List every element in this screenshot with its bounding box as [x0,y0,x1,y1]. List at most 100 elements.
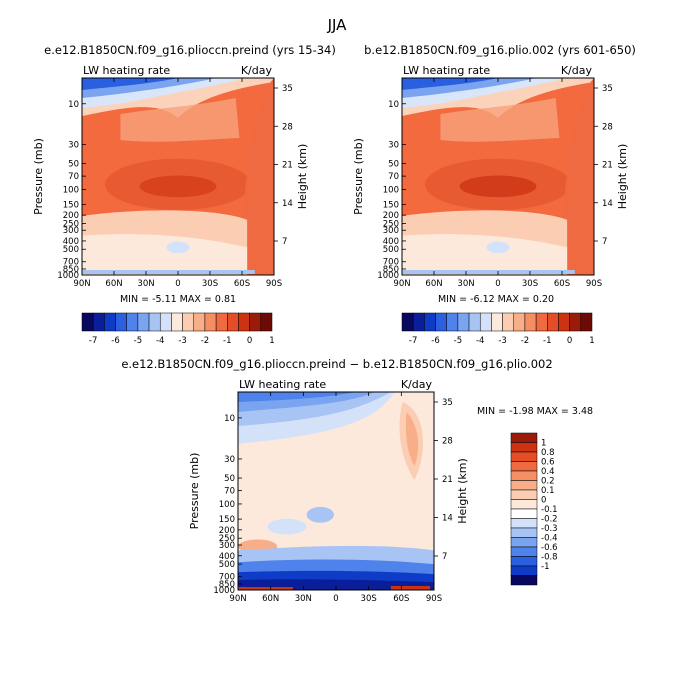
colorbar-swatch [513,312,526,332]
colorbar-swatch [569,312,582,332]
x-tick-label: 90S [266,279,282,289]
colorbar-swatch [479,312,492,332]
colorbar-tick-label: -0.2 [541,515,558,525]
colorbar-swatch [260,312,273,332]
y-tick-label: 10 [224,414,235,424]
colorbar-tick-label: 1 [269,336,274,346]
panel-diff: e.e12.B1850CN.f09_g16.plioccn.preind − b… [121,357,593,604]
surface-layer [390,586,431,590]
upper-layer [238,392,356,402]
colorbar-tick-label: -6 [431,336,439,346]
colorbar-top-1: -7 -6 -5 -4 -3 -2 -1 0 1 [81,312,275,346]
colorbar-tick-label: -3 [178,336,186,346]
y-tick-label: 50 [388,160,399,170]
colorbar-swatch [171,312,183,332]
min-max-stats: MIN = -5.11 MAX = 0.81 [120,294,236,305]
colorbar-swatch [238,312,250,332]
x-tick-label: 30S [202,279,218,289]
colorbar-tick-label: -0.4 [541,534,558,544]
colorbar-swatch [204,312,217,332]
colorbar-swatch [510,489,538,500]
lower-layer [486,241,510,254]
colorbar-tick-label: -1 [223,336,231,346]
y-tick-label: 700 [383,258,399,268]
y-axis-title-right: Height (km) [616,144,629,210]
polar-layer [559,78,594,275]
height-tick-label: 14 [442,514,453,524]
height-tick-label: 35 [442,398,453,408]
x-tick-label: 60N [262,594,279,604]
colorbar-tick-label: -4 [156,336,164,346]
units-label: K/day [241,64,273,77]
y-tick-label: 150 [219,515,235,525]
colorbar-swatch [137,312,150,332]
colorbar-swatch [510,518,538,529]
y-tick-label: 300 [219,541,235,551]
y-tick-label: 200 [383,211,399,221]
x-tick-label: 60N [425,279,442,289]
y-tick-label: 850 [63,265,79,275]
colorbar-swatch [580,312,593,332]
colorbar-tick-label: 0 [567,336,572,346]
x-tick-label: 0 [175,279,180,289]
colorbar-swatch [193,312,206,332]
height-tick-label: 21 [282,161,293,171]
colorbar-tick-label: 0 [247,336,252,346]
height-tick-label: 14 [602,199,613,209]
y-tick-label: 500 [383,245,399,255]
colorbar-tick-label: -3 [498,336,506,346]
colorbar-swatch [535,312,548,332]
variable-label: LW heating rate [239,378,326,391]
colorbar-swatch [215,312,228,332]
upper-layer [82,78,178,90]
colorbar-swatch [510,556,538,567]
colorbar-swatch [510,546,538,557]
y-tick-label: 250 [383,219,399,229]
x-tick-label: 60S [393,594,409,604]
y-tick-label: 200 [63,211,79,221]
y-tick-label: 250 [219,534,235,544]
y-tick-label: 400 [219,552,235,562]
colorbar-swatch [491,312,503,332]
colorbar-tick-label: -2 [201,336,209,346]
colorbar-tick-label: -5 [134,336,142,346]
y-tick-label: 30 [224,455,235,465]
y-axis-title-right: Height (km) [296,144,309,210]
y-tick-label: 850 [383,265,399,275]
y-tick-label: 400 [63,237,79,247]
colorbar-top-2: -7 -6 -5 -4 -3 -2 -1 0 1 [401,312,595,346]
variable-label: LW heating rate [83,64,170,77]
y-tick-label: 150 [63,200,79,210]
height-tick-label: 14 [282,199,293,209]
colorbar-tick-label: -4 [476,336,484,346]
y-tick-label: 10 [68,100,79,110]
y-tick-label: 150 [383,200,399,210]
colorbar-swatch [468,312,481,332]
polar-layer [239,78,274,275]
colorbar-tick-label: 0.6 [541,458,555,468]
panel-preind: e.e12.B1850CN.f09_g16.plioccn.preind (yr… [32,43,336,305]
panel-subtitle: e.e12.B1850CN.f09_g16.plioccn.preind − b… [121,357,552,371]
height-tick-label: 21 [602,161,613,171]
mid-layer [120,98,240,142]
x-tick-label: 90S [426,594,442,604]
y-tick-label: 500 [63,245,79,255]
height-tick-label: 21 [442,475,453,485]
height-tick-label: 35 [602,84,613,94]
y-tick-label: 500 [219,560,235,570]
surface-layer [82,270,255,274]
x-tick-label: 0 [495,279,500,289]
colorbar-swatch [558,312,570,332]
units-label: K/day [561,64,593,77]
y-tick-label: 250 [63,219,79,229]
y-tick-label: 30 [68,141,79,151]
y-tick-label: 700 [63,258,79,268]
panel-subtitle: b.e12.B1850CN.f09_g16.plio.002 (yrs 601-… [364,43,636,57]
colorbar-swatch [249,312,262,332]
colorbar-swatch [510,537,538,548]
colorbar-swatch [104,312,116,332]
x-tick-label: 90S [586,279,602,289]
colorbar-swatch [81,312,94,332]
units-label: K/day [401,378,433,391]
